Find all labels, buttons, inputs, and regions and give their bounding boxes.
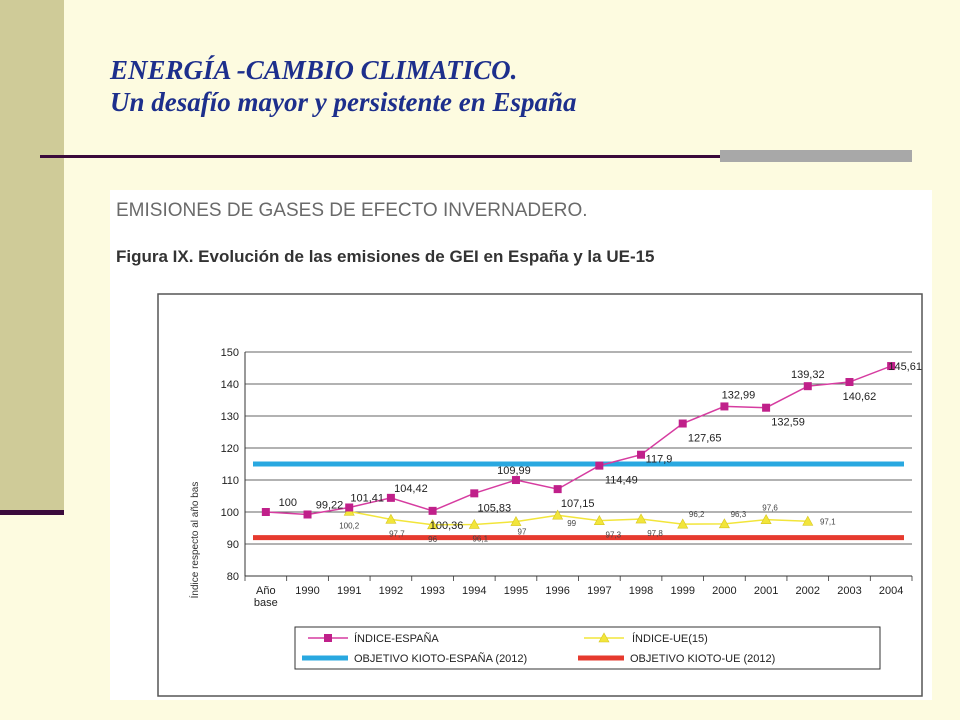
sidebar-rule [0,510,64,515]
y-tick-label: 100 [221,507,239,519]
spain-data-label: 132,99 [722,389,756,401]
spain-index-point [304,510,312,518]
x-tick-label: 1999 [670,585,694,597]
x-tick-label: 2004 [879,585,903,597]
x-tick-label: 1994 [462,585,486,597]
spain-data-label: 114,49 [605,475,638,487]
spain-index-point [345,503,353,511]
spain-data-label: 127,65 [688,433,722,445]
eu-data-label: 97,6 [762,504,778,513]
eu-data-label: 96,2 [689,510,705,519]
eu-data-label: 97,7 [389,529,405,538]
x-tick-label: 1990 [295,585,319,597]
spain-index-point [595,462,603,470]
eu-data-label: 99 [567,519,576,528]
spain-index-point [262,508,270,516]
spain-data-label: 101,41 [350,492,384,504]
spain-data-label: 145,61 [888,361,922,373]
spain-index-point [637,451,645,459]
spain-data-label: 109,99 [497,465,531,477]
header-accent [720,150,912,162]
y-tick-label: 90 [227,539,239,551]
spain-data-label: 100 [279,497,297,509]
x-tick-label: 1992 [379,585,403,597]
x-tick-label: 2002 [796,585,820,597]
eu-data-label: 97,8 [647,529,663,538]
sidebar-band [0,0,64,512]
spain-data-label: 105,83 [477,502,511,514]
spain-index-point [429,507,437,515]
spain-index-point [720,402,728,410]
spain-data-label: 99,22 [316,499,344,511]
slide-title-line1: ENERGÍA -CAMBIO CLIMATICO. [110,54,577,86]
x-tick-label: 2001 [754,585,778,597]
x-tick-label: 1991 [337,585,361,597]
spain-data-label: 104,42 [394,483,428,495]
spain-data-label: 117,9 [646,454,673,466]
spain-index-point [387,494,395,502]
legend-kyoto-spain-label: OBJETIVO KIOTO-ESPAÑA (2012) [354,652,527,665]
y-tick-label: 120 [221,443,239,455]
eu-data-label: 100,2 [339,521,360,530]
spain-index-point [804,382,812,390]
x-tick-label: 1997 [587,585,611,597]
spain-data-label: 107,15 [561,498,595,510]
y-tick-label: 110 [221,475,239,487]
spain-index-point [554,485,562,493]
x-tick-label: 2000 [712,585,736,597]
legend: ÍNDICE-ESPAÑA ÍNDICE-UE(15) OBJETIVO KIOTO… [295,627,880,669]
spain-data-label: 132,59 [771,417,805,429]
x-tick-label: 1996 [545,585,569,597]
eu-data-label: 97,1 [820,517,836,526]
spain-data-label: 100,36 [430,520,464,532]
figure-heading: EMISIONES DE GASES DE EFECTO INVERNADERO… [116,200,588,221]
spain-index-point [512,476,520,484]
slide-title: ENERGÍA -CAMBIO CLIMATICO. Un desafío ma… [110,54,577,118]
emissions-chart: EMISIONES DE GASES DE EFECTO INVERNADERO… [110,190,932,700]
x-tick-label: 1993 [420,585,444,597]
legend-spain-label: ÍNDICE-ESPAÑA [354,632,439,645]
spain-data-label: 140,62 [843,391,877,403]
x-tick-label: 2003 [837,585,861,597]
legend-kyoto-eu-label: OBJETIVO KIOTO-UE (2012) [630,653,775,665]
spain-index-point [845,378,853,386]
spain-index-point [470,489,478,497]
x-tick-label: 1998 [629,585,653,597]
figure-title: Figura IX. Evolución de las emisiones de… [116,247,655,266]
eu-data-label: 96,1 [472,534,488,543]
spain-data-label: 139,32 [791,369,825,381]
y-tick-label: 140 [221,379,239,391]
figure-panel: EMISIONES DE GASES DE EFECTO INVERNADERO… [110,190,932,700]
legend-spain-marker [324,634,332,642]
y-tick-label: 130 [221,411,239,423]
eu-data-label: 96,3 [731,510,747,519]
eu-data-label: 97,3 [606,531,622,540]
x-tick-label: Año [256,585,276,597]
spain-index-point [679,420,687,428]
x-tick-label: base [254,597,278,609]
x-tick-label: 1995 [504,585,528,597]
y-tick-label: 150 [221,347,239,359]
legend-eu-label: ÍNDICE-UE(15) [632,632,708,645]
y-tick-label: 80 [227,571,239,583]
slide-title-line2: Un desafío mayor y persistente en España [110,86,577,118]
eu-data-label: 96 [428,535,437,544]
spain-index-point [762,404,770,412]
eu-data-label: 97 [518,528,527,537]
y-axis-label: Índice respecto al año bas [188,482,201,599]
